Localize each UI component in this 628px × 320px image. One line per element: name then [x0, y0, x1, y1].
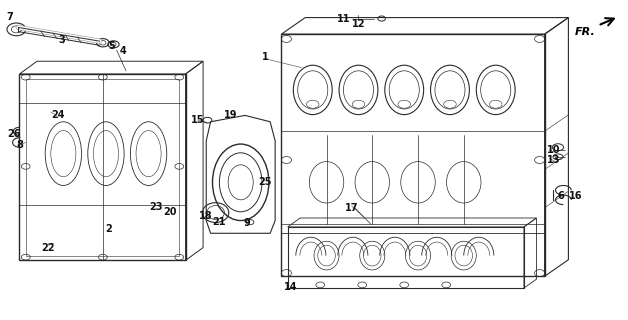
Text: 3: 3: [59, 35, 65, 44]
Text: 8: 8: [16, 140, 23, 150]
Text: 25: 25: [258, 177, 272, 187]
Text: 15: 15: [192, 115, 205, 125]
Text: 18: 18: [200, 211, 213, 221]
Text: 14: 14: [283, 282, 297, 292]
Text: 5: 5: [108, 41, 115, 51]
Text: 11: 11: [337, 14, 351, 24]
Text: 6: 6: [557, 191, 564, 201]
Text: 23: 23: [149, 202, 163, 212]
Text: 19: 19: [224, 110, 237, 120]
Text: 24: 24: [51, 110, 65, 120]
Text: 4: 4: [119, 46, 126, 56]
Text: 22: 22: [41, 243, 55, 252]
Text: 16: 16: [569, 191, 583, 201]
Text: 26: 26: [8, 129, 21, 139]
Text: 13: 13: [547, 155, 561, 165]
Text: 10: 10: [547, 146, 561, 156]
Text: 21: 21: [212, 217, 225, 227]
Text: 12: 12: [352, 19, 366, 28]
Text: 1: 1: [262, 52, 269, 62]
Text: FR.: FR.: [575, 27, 596, 37]
Text: 20: 20: [163, 207, 176, 217]
Text: 17: 17: [345, 203, 359, 213]
Text: 7: 7: [7, 12, 13, 22]
Text: 2: 2: [105, 224, 112, 235]
Text: 9: 9: [244, 218, 251, 228]
